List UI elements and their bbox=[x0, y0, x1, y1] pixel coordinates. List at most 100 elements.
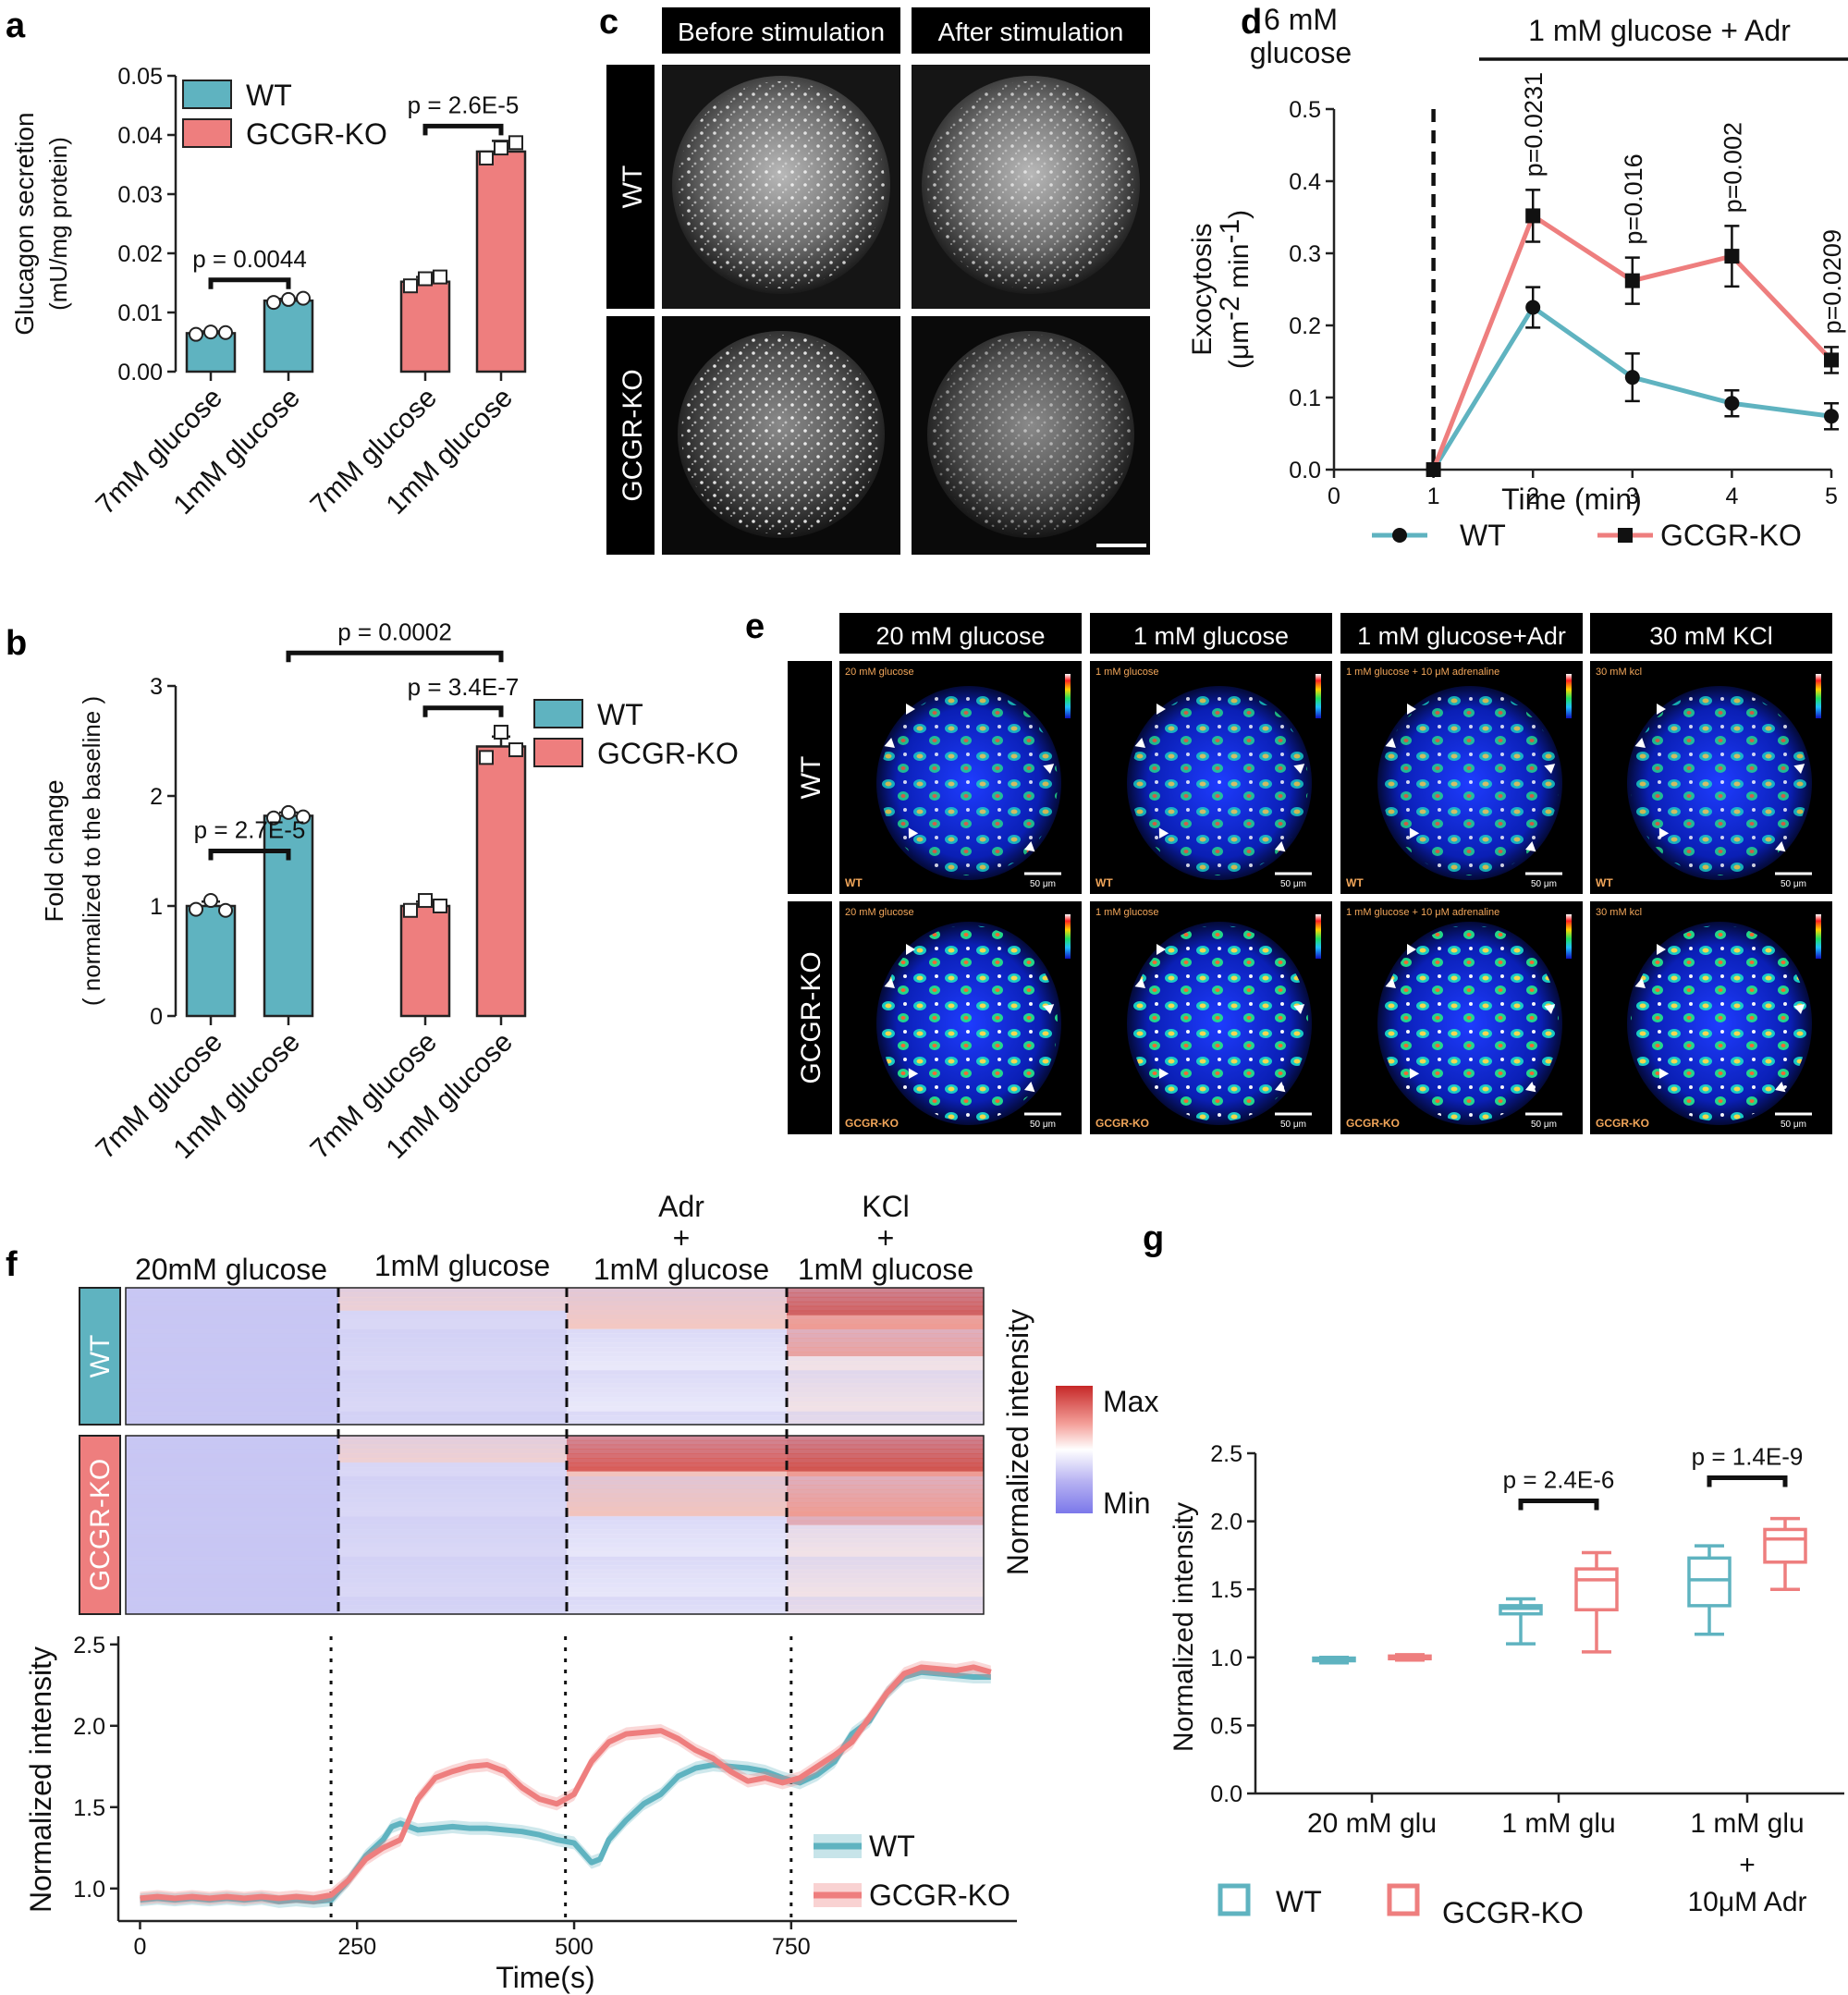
f-heatmap-row bbox=[338, 1315, 567, 1321]
e-inset-genotype: GCGR-KO bbox=[1095, 1117, 1149, 1130]
f-heatmap-row bbox=[338, 1583, 567, 1588]
f-heatmap-row bbox=[338, 1301, 567, 1307]
c-row-wt-label: WT bbox=[618, 165, 648, 209]
data-point bbox=[1824, 409, 1839, 424]
panel-e: e 20 mM glucose 1 mM glucose 1 mM glucose+… bbox=[745, 607, 1832, 1134]
f-condition-kcl-glucose: 1mM glucose bbox=[798, 1253, 973, 1286]
e-scale-label: 50 μm bbox=[1531, 1120, 1557, 1130]
bar bbox=[399, 904, 451, 1018]
f-heatmap-row bbox=[126, 1436, 338, 1441]
y-tick-label: 0.05 bbox=[117, 64, 163, 90]
legend-label-ko: GCGR-KO bbox=[869, 1879, 1010, 1912]
series-line-ko bbox=[1431, 212, 1833, 471]
e-arrowhead-icon bbox=[1409, 1068, 1420, 1079]
f-heatmap-row bbox=[567, 1537, 787, 1544]
legend-swatch-wt bbox=[182, 80, 232, 109]
f-heatmap-row bbox=[126, 1502, 338, 1508]
f-heatmap-row bbox=[338, 1600, 567, 1606]
f-heatmap-row bbox=[787, 1378, 984, 1385]
f-heatmap-row bbox=[338, 1415, 567, 1421]
f-heatmap-row bbox=[126, 1534, 338, 1539]
f-heatmap-row bbox=[787, 1420, 984, 1426]
data-point bbox=[1525, 300, 1541, 315]
y-tick-label: 1.5 bbox=[73, 1795, 105, 1821]
f-heatmap-row bbox=[126, 1596, 338, 1602]
e-lut-bar bbox=[1065, 914, 1071, 959]
f-heatmap-row bbox=[567, 1515, 787, 1522]
f-heatmap-row bbox=[787, 1466, 984, 1473]
f-heatmap-row bbox=[567, 1573, 787, 1579]
data-point bbox=[1525, 208, 1541, 224]
f-heatmap-row bbox=[567, 1583, 787, 1588]
e-arrowhead-icon bbox=[1525, 840, 1536, 852]
f-heatmap-row bbox=[787, 1583, 984, 1588]
p-value: p = 2.6E-5 bbox=[408, 91, 520, 118]
f-heatmap-row bbox=[567, 1488, 787, 1495]
e-row-header bbox=[788, 661, 832, 894]
data-point bbox=[1824, 352, 1839, 368]
c-image-wt-after bbox=[912, 65, 1150, 309]
f-heatmap-row bbox=[126, 1485, 338, 1490]
legend-swatch-ko bbox=[533, 738, 583, 767]
f-heatmap-row bbox=[787, 1319, 984, 1325]
f-heatmap-row bbox=[787, 1591, 984, 1597]
e-arrowhead-icon bbox=[1658, 1068, 1670, 1079]
data-point bbox=[479, 150, 494, 165]
f-heatmap-row bbox=[787, 1515, 984, 1522]
data-point bbox=[1724, 396, 1740, 411]
y-tick-label: 0.1 bbox=[1289, 386, 1321, 411]
legend-label-ko: GCGR-KO bbox=[1660, 519, 1802, 552]
significance-bracket bbox=[286, 650, 504, 663]
f-heatmap-row bbox=[787, 1305, 984, 1312]
f-heatmap-row bbox=[126, 1547, 338, 1552]
f-strip-label: GCGR-KO bbox=[85, 1459, 116, 1591]
f-heatmap-row bbox=[787, 1458, 984, 1463]
f-heatmap-row bbox=[126, 1324, 338, 1329]
f-heatmap-row bbox=[787, 1475, 984, 1481]
f-heatmap-row bbox=[787, 1551, 984, 1557]
f-heatmap-row bbox=[126, 1591, 338, 1597]
f-heatmap-row bbox=[787, 1600, 984, 1606]
x-tick-label: 250 bbox=[337, 1934, 376, 1960]
e-arrowhead-icon bbox=[1775, 1081, 1786, 1093]
y-tick-label: 2 bbox=[150, 784, 163, 810]
f-colorbar-title: Normalized intensity bbox=[1001, 1309, 1034, 1575]
f-heatmap-row bbox=[338, 1388, 567, 1393]
f-heatmap-row bbox=[787, 1596, 984, 1602]
f-heatmap-row bbox=[126, 1471, 338, 1476]
f-heatmap-row bbox=[567, 1305, 787, 1312]
p-value: p = 0.0002 bbox=[337, 618, 452, 645]
f-heatmap-row bbox=[787, 1512, 984, 1517]
f-heatmap-row bbox=[567, 1342, 787, 1348]
f-heatmap-row bbox=[787, 1444, 984, 1450]
f-heatmap-row bbox=[338, 1596, 567, 1602]
f-heatmap-row bbox=[338, 1406, 567, 1412]
f-heatmap-row bbox=[338, 1401, 567, 1407]
f-heatmap-row bbox=[787, 1365, 984, 1371]
data-point bbox=[266, 810, 281, 826]
f-heatmap-row bbox=[567, 1449, 787, 1454]
x-tick-label: 0 bbox=[1328, 483, 1340, 509]
data-point bbox=[433, 269, 447, 285]
f-heatmap-row bbox=[126, 1537, 338, 1544]
f-heatmap-row bbox=[338, 1310, 567, 1316]
f-heatmap-row bbox=[126, 1420, 338, 1426]
e-arrowhead-icon bbox=[1023, 1081, 1035, 1093]
f-heatmap-row bbox=[338, 1485, 567, 1490]
legend-label-wt: WT bbox=[1460, 519, 1506, 552]
data-point bbox=[508, 742, 523, 758]
panel-d: d 0.0 0.1 0.2 0.3 0.4 0.5 0 1 2 3 4 5 Time (min) Exoc… bbox=[1187, 3, 1848, 552]
f-heatmap-row bbox=[338, 1488, 567, 1495]
f-heatmap-row bbox=[567, 1556, 787, 1561]
x-tick-label: 4 bbox=[1725, 483, 1738, 509]
f-heatmap-row bbox=[338, 1512, 567, 1517]
f-heatmap-row bbox=[126, 1551, 338, 1557]
f-heatmap-row bbox=[787, 1493, 984, 1499]
f-heatmap-row bbox=[787, 1529, 984, 1535]
f-condition-1mm: 1mM glucose bbox=[374, 1249, 550, 1282]
f-heatmap-row bbox=[787, 1498, 984, 1503]
f-heatmap-row bbox=[787, 1520, 984, 1525]
f-heatmap-row bbox=[567, 1352, 787, 1357]
e-arrowhead-icon bbox=[1134, 977, 1145, 988]
e-inset-label: 20 mM glucose bbox=[845, 907, 914, 918]
